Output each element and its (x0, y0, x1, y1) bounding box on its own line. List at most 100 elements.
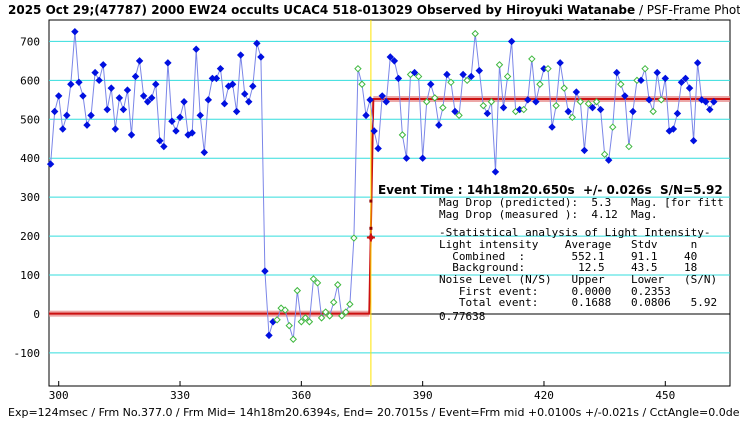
data-point-blue (119, 105, 128, 114)
data-point-blue (685, 84, 694, 92)
mag-drop-measured: Mag Drop (measured ): 4.12 Mag. (439, 208, 658, 221)
data-point-green (552, 101, 560, 110)
data-point-green (641, 64, 649, 73)
data-point-green (281, 306, 289, 314)
data-point-blue (59, 125, 67, 133)
data-point-blue (164, 59, 172, 67)
data-point-blue (548, 123, 556, 131)
data-point-green (495, 61, 504, 69)
data-point-green (600, 150, 609, 159)
stat-title: -Statistical analysis of Light Intensity… (439, 226, 711, 239)
data-point-blue (710, 98, 718, 106)
data-point-green (447, 78, 455, 87)
data-point-blue (673, 109, 682, 118)
data-point-blue (588, 103, 597, 112)
data-point-blue (91, 68, 99, 77)
data-point-green (321, 308, 330, 316)
data-point-blue (152, 80, 160, 88)
data-point-blue (200, 148, 208, 157)
data-point-blue (524, 96, 532, 104)
data-point-blue (693, 59, 702, 67)
x-tick-label: 360 (291, 389, 311, 402)
data-point-blue (135, 57, 144, 65)
data-point-green (471, 29, 479, 38)
data-point-blue (79, 92, 87, 100)
data-point-green (338, 312, 346, 320)
zero-level-label: 0.77638 (439, 310, 485, 323)
data-point-blue (507, 37, 516, 46)
data-point-blue (172, 127, 180, 135)
axis-ticks: -100 0 100 200 300 400 500 600 700 300 330 360 390 42… (14, 35, 676, 402)
data-point-blue (75, 78, 83, 87)
data-point-blue (261, 267, 269, 275)
data-point-blue (148, 94, 156, 102)
data-point-blue (107, 84, 115, 92)
y-tick-label: 200 (20, 230, 40, 243)
data-point-blue (103, 105, 111, 114)
data-point-green (609, 123, 617, 131)
x-tick-label: 330 (170, 389, 190, 402)
data-point-green (463, 76, 471, 85)
data-point-green (617, 80, 625, 88)
data-point-green (584, 100, 593, 108)
data-point-blue (87, 111, 95, 120)
data-point-green (313, 279, 322, 287)
data-point-blue (67, 80, 75, 88)
data-point-blue (402, 154, 411, 162)
data-point-green (358, 80, 366, 88)
footer-info: Exp=124msec / Frm No.377.0 / Frm Mid= 14… (8, 406, 740, 419)
mag-drop-predicted: Mag Drop (predicted): 5.3 Mag. [for fitt (439, 196, 724, 209)
data-point-blue (257, 53, 265, 61)
data-point-green (576, 98, 585, 106)
data-point-blue (54, 92, 63, 100)
data-point-green (439, 103, 447, 112)
data-point-blue (681, 74, 690, 83)
data-point-green (277, 304, 285, 312)
data-point-blue (443, 70, 451, 79)
data-point-blue (702, 98, 710, 106)
y-tick-label: 300 (20, 191, 40, 204)
data-point-blue (637, 76, 645, 85)
data-point-blue (435, 121, 443, 129)
data-point-blue (123, 86, 132, 94)
data-point-green (342, 308, 350, 316)
data-point-green (301, 314, 310, 322)
data-point-green (431, 94, 439, 102)
data-point-green (560, 84, 568, 92)
data-point-green (455, 111, 463, 120)
data-point-blue (629, 107, 637, 116)
data-point-blue (228, 80, 237, 88)
data-point-blue (50, 107, 59, 116)
data-point-blue (232, 107, 241, 116)
chart-title: 2025 Oct 29;(47787) 2000 EW24 occults UC… (8, 3, 740, 17)
data-point-green (657, 96, 665, 104)
data-point-blue (382, 98, 390, 106)
data-point-blue (459, 70, 467, 79)
data-point-blue (176, 113, 184, 122)
data-point-green (398, 131, 407, 139)
data-point-blue (556, 59, 564, 67)
data-point-green (285, 321, 293, 330)
noise-first: First event: 0.0000 0.2353 (439, 285, 671, 298)
fit-step-marker (369, 226, 373, 230)
y-tick-label: -100 (14, 347, 41, 360)
data-point-blue (564, 107, 572, 116)
event-time-text: Event Time : 14h18m20.650s +/- 0.026s S/… (378, 183, 723, 197)
fit-markers (366, 199, 375, 242)
data-point-green (317, 314, 326, 322)
data-point-green (520, 105, 528, 114)
data-point-blue (596, 105, 605, 114)
data-point-blue (249, 82, 257, 90)
data-point-green (528, 55, 536, 63)
data-point-blue (180, 98, 188, 106)
data-point-blue (192, 45, 200, 53)
data-point-blue (390, 57, 399, 65)
data-point-blue (83, 121, 91, 129)
data-point-blue (418, 154, 427, 162)
data-point-green (325, 312, 334, 320)
data-point-green (592, 98, 601, 106)
data-point-blue (131, 72, 140, 81)
y-tick-label: 400 (20, 152, 40, 165)
data-point-blue (245, 98, 253, 106)
